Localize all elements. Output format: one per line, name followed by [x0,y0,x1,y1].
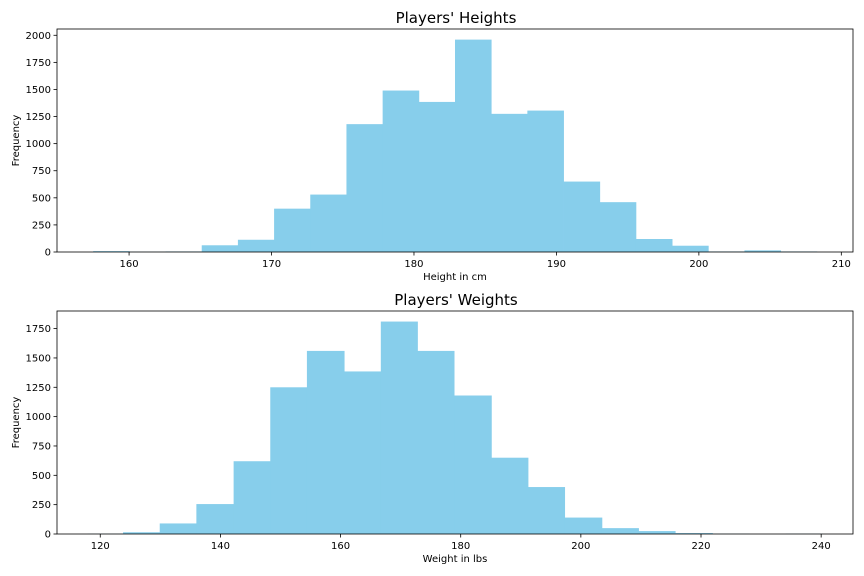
weights-bar [196,504,235,534]
heights-bar [382,90,420,252]
weights-x-tick-label: 200 [571,541,590,552]
weights-bar [675,533,713,534]
heights-y-tick-label: 500 [32,193,51,204]
heights-y-tick-label: 1000 [26,139,51,150]
heights-y-tick-label: 2000 [26,31,51,42]
heights-x-axis: 160 170 180 190 200 210 [120,252,851,270]
heights-subplot: Players' Heights 0 250 500 750 1000 1250 1500 1… [11,9,854,283]
heights-bars [93,39,818,253]
heights-bar [418,101,456,252]
weights-x-tick-label: 220 [691,541,710,552]
weights-bar [527,487,566,534]
weights-x-tick-label: 120 [91,541,110,552]
heights-chart-title: Players' Heights [396,9,517,27]
weights-bar [601,528,639,534]
weights-x-tick-label: 240 [812,541,831,552]
heights-y-tick-label: 250 [32,220,51,231]
weights-bar [638,531,676,534]
weights-y-tick-label: 1000 [26,412,51,423]
heights-bar [310,194,347,252]
weights-y-axis-label: Frequency [11,397,22,449]
weights-bar [306,350,345,534]
weights-x-axis-label: Weight in lbs [423,554,488,565]
heights-bar [455,39,492,253]
weights-chart-title: Players' Weights [394,291,518,309]
heights-y-tick-label: 1500 [26,85,51,96]
weights-bars [87,321,823,534]
heights-bar [491,113,528,252]
weights-bar [233,461,271,534]
heights-y-tick-label: 750 [32,166,51,177]
heights-bar [93,251,130,252]
heights-bar [274,208,311,252]
heights-x-tick-label: 210 [832,259,851,270]
heights-bar [672,245,709,252]
heights-x-tick-label: 180 [404,259,423,270]
heights-y-tick-label: 1750 [26,58,51,69]
heights-bar [527,110,564,252]
weights-x-axis: 120 140 160 180 200 220 240 [91,534,831,552]
heights-y-tick-label: 0 [45,248,51,259]
weights-x-tick-label: 140 [211,541,230,552]
weights-x-tick-label: 180 [451,541,470,552]
weights-bar [564,517,603,534]
heights-bar [237,239,275,252]
heights-y-axis: 0 250 500 750 1000 1250 1500 1750 2000 [26,31,57,259]
heights-bar [201,245,239,252]
weights-y-tick-label: 750 [32,441,51,452]
weights-y-axis: 0 250 500 750 1000 1250 1500 1750 [26,324,57,541]
weights-y-tick-label: 1750 [26,324,51,335]
weights-y-tick-label: 0 [45,530,51,541]
weights-bar [380,321,418,534]
weights-y-tick-label: 500 [32,471,51,482]
weights-subplot: Players' Weights 0 250 500 750 1000 1250 1500 1… [11,291,854,565]
weights-y-tick-label: 250 [32,500,51,511]
heights-x-tick-label: 200 [689,259,708,270]
heights-bar [635,239,673,252]
heights-x-tick-label: 190 [547,259,566,270]
weights-x-tick-label: 160 [331,541,350,552]
weights-bar [344,371,382,534]
weights-bar [270,387,308,534]
weights-plot-frame [56,310,854,535]
weights-bar [417,350,455,534]
weights-bar [454,395,492,534]
heights-bar [346,124,384,252]
heights-x-tick-label: 170 [262,259,281,270]
weights-bar [159,523,197,534]
heights-y-axis-label: Frequency [11,115,22,167]
heights-bar [744,250,782,252]
heights-bar [599,202,637,252]
weights-y-tick-label: 1250 [26,383,51,394]
heights-y-tick-label: 1250 [26,112,51,123]
weights-y-tick-label: 1500 [26,353,51,364]
weights-bar [123,532,161,534]
heights-bar [563,181,601,252]
weights-bar [491,457,529,534]
heights-x-tick-label: 160 [120,259,139,270]
heights-plot-frame [56,28,854,253]
heights-x-axis-label: Height in cm [423,272,487,283]
